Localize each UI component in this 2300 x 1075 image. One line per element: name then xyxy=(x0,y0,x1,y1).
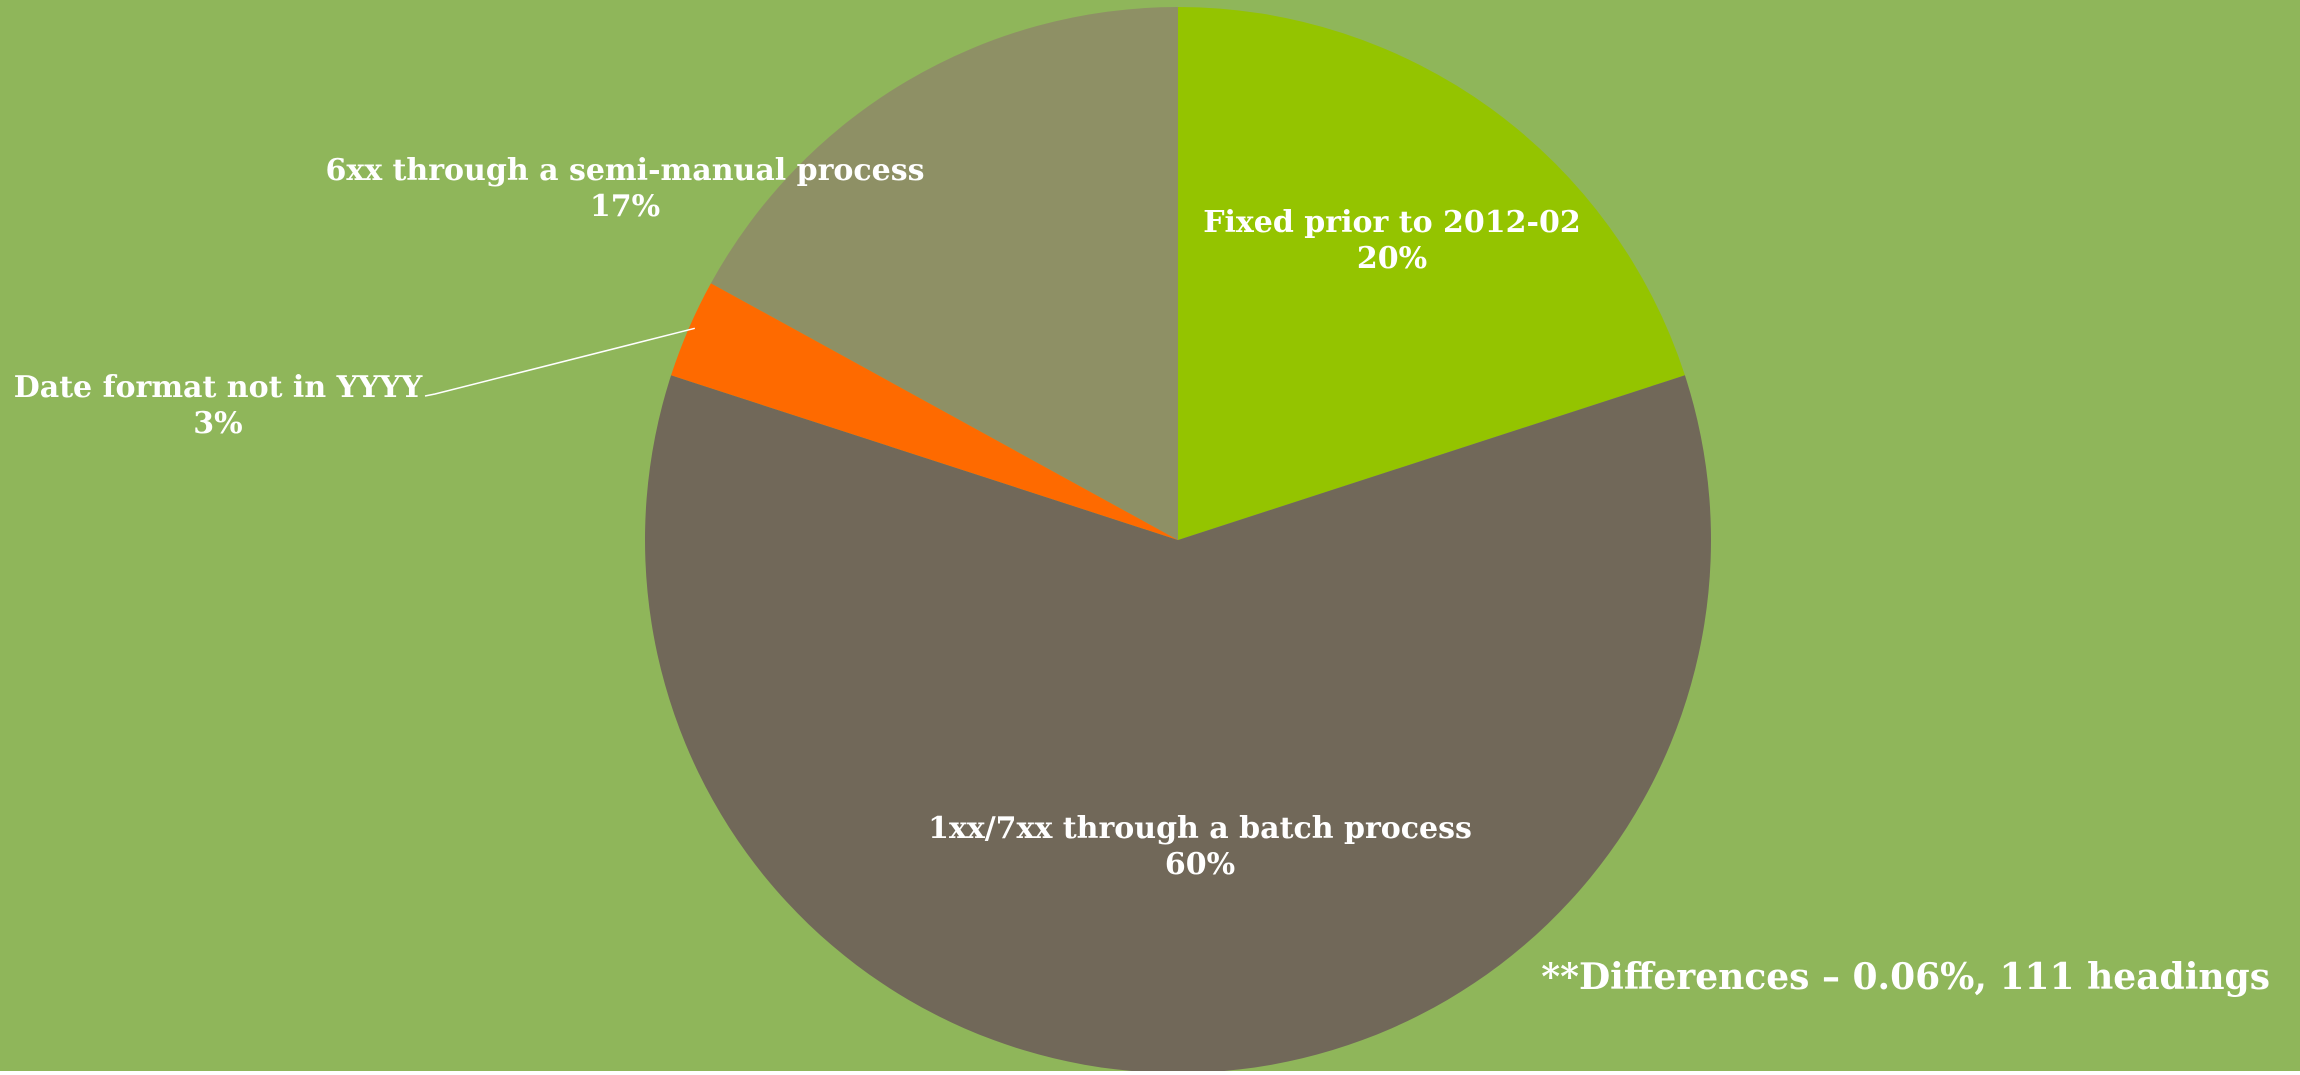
slice-label-2: 1xx/7xx through a batch process 60% xyxy=(928,811,1472,882)
slice-label-value: 3% xyxy=(193,406,242,441)
leader-line-3 xyxy=(424,327,695,397)
slice-labels: Fixed prior to 2012-02 20% 1xx/7xx through… xyxy=(14,153,1581,882)
pie-slice-3 xyxy=(671,283,1178,540)
pie-slices xyxy=(645,7,1712,1074)
slice-label-value: 60% xyxy=(1165,847,1235,882)
pie-slice-2 xyxy=(645,375,1712,1074)
slice-label-name: Fixed prior to 2012-02 xyxy=(1203,205,1581,240)
slice-label-name: 6xx through a semi-manual process xyxy=(325,153,924,188)
differences-footnote: **Differences – 0.06%, 111 headings xyxy=(1541,956,2270,998)
slice-label-4: 6xx through a semi-manual process 17% xyxy=(325,153,924,224)
slice-label-value: 17% xyxy=(590,189,660,224)
slice-label-value: 20% xyxy=(1357,241,1427,276)
pie-slice-4 xyxy=(710,7,1178,540)
slice-label-name: Date format not in YYYY xyxy=(14,370,423,405)
slice-label-name: 1xx/7xx through a batch process xyxy=(928,811,1472,846)
slice-label-3: Date format not in YYYY 3% xyxy=(14,370,423,441)
leader-lines xyxy=(424,327,695,397)
slice-label-1: Fixed prior to 2012-02 20% xyxy=(1203,205,1581,276)
pie-slice-1 xyxy=(1178,7,1685,540)
